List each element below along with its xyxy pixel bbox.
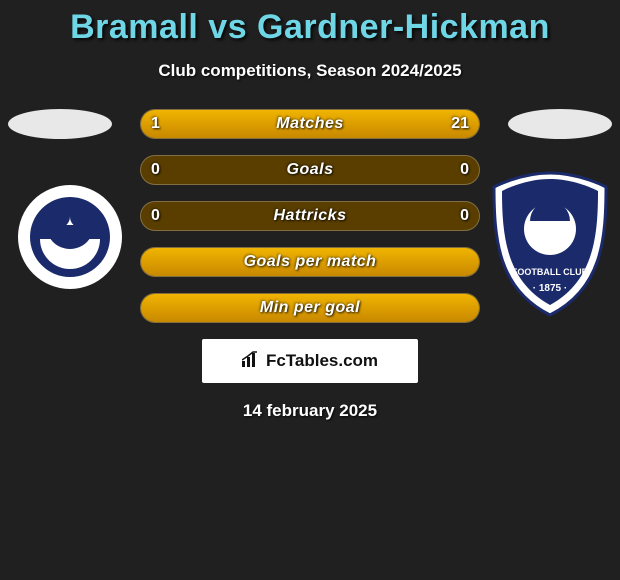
comparison-subtitle: Club competitions, Season 2024/2025 — [0, 61, 620, 81]
comparison-body: ✦ FOOTBALL CLUB · 1875 · 1Matches210Goal… — [0, 109, 620, 421]
watermark-text: FcTables.com — [266, 351, 378, 371]
watermark: FcTables.com — [202, 339, 418, 383]
stat-label: Matches — [141, 110, 479, 138]
stat-row: 0Goals0 — [140, 155, 480, 185]
stat-row: 1Matches21 — [140, 109, 480, 139]
comparison-date: 14 february 2025 — [0, 401, 620, 421]
stat-bars: 1Matches210Goals00Hattricks0Goals per ma… — [140, 109, 480, 323]
stat-value-right: 0 — [460, 156, 469, 184]
stat-row: 0Hattricks0 — [140, 201, 480, 231]
club-left-badge: ✦ — [18, 185, 122, 289]
comparison-title: Bramall vs Gardner-Hickman — [0, 0, 620, 47]
club-right-badge: FOOTBALL CLUB · 1875 · — [490, 169, 610, 319]
stat-label: Min per goal — [141, 294, 479, 322]
stat-label: Goals per match — [141, 248, 479, 276]
stat-row: Min per goal — [140, 293, 480, 323]
bar-chart-icon — [242, 351, 260, 372]
stat-value-right: 21 — [451, 110, 469, 138]
stat-label: Hattricks — [141, 202, 479, 230]
player-right-avatar — [508, 109, 612, 139]
svg-text:FOOTBALL CLUB: FOOTBALL CLUB — [512, 267, 589, 277]
shield-icon: FOOTBALL CLUB · 1875 · — [490, 169, 610, 319]
stat-value-right: 0 — [460, 202, 469, 230]
svg-text:· 1875 ·: · 1875 · — [533, 283, 567, 294]
stat-row: Goals per match — [140, 247, 480, 277]
club-left-badge-inner: ✦ — [30, 197, 110, 277]
player-left-avatar — [8, 109, 112, 139]
stat-label: Goals — [141, 156, 479, 184]
crescent-icon — [40, 239, 100, 269]
